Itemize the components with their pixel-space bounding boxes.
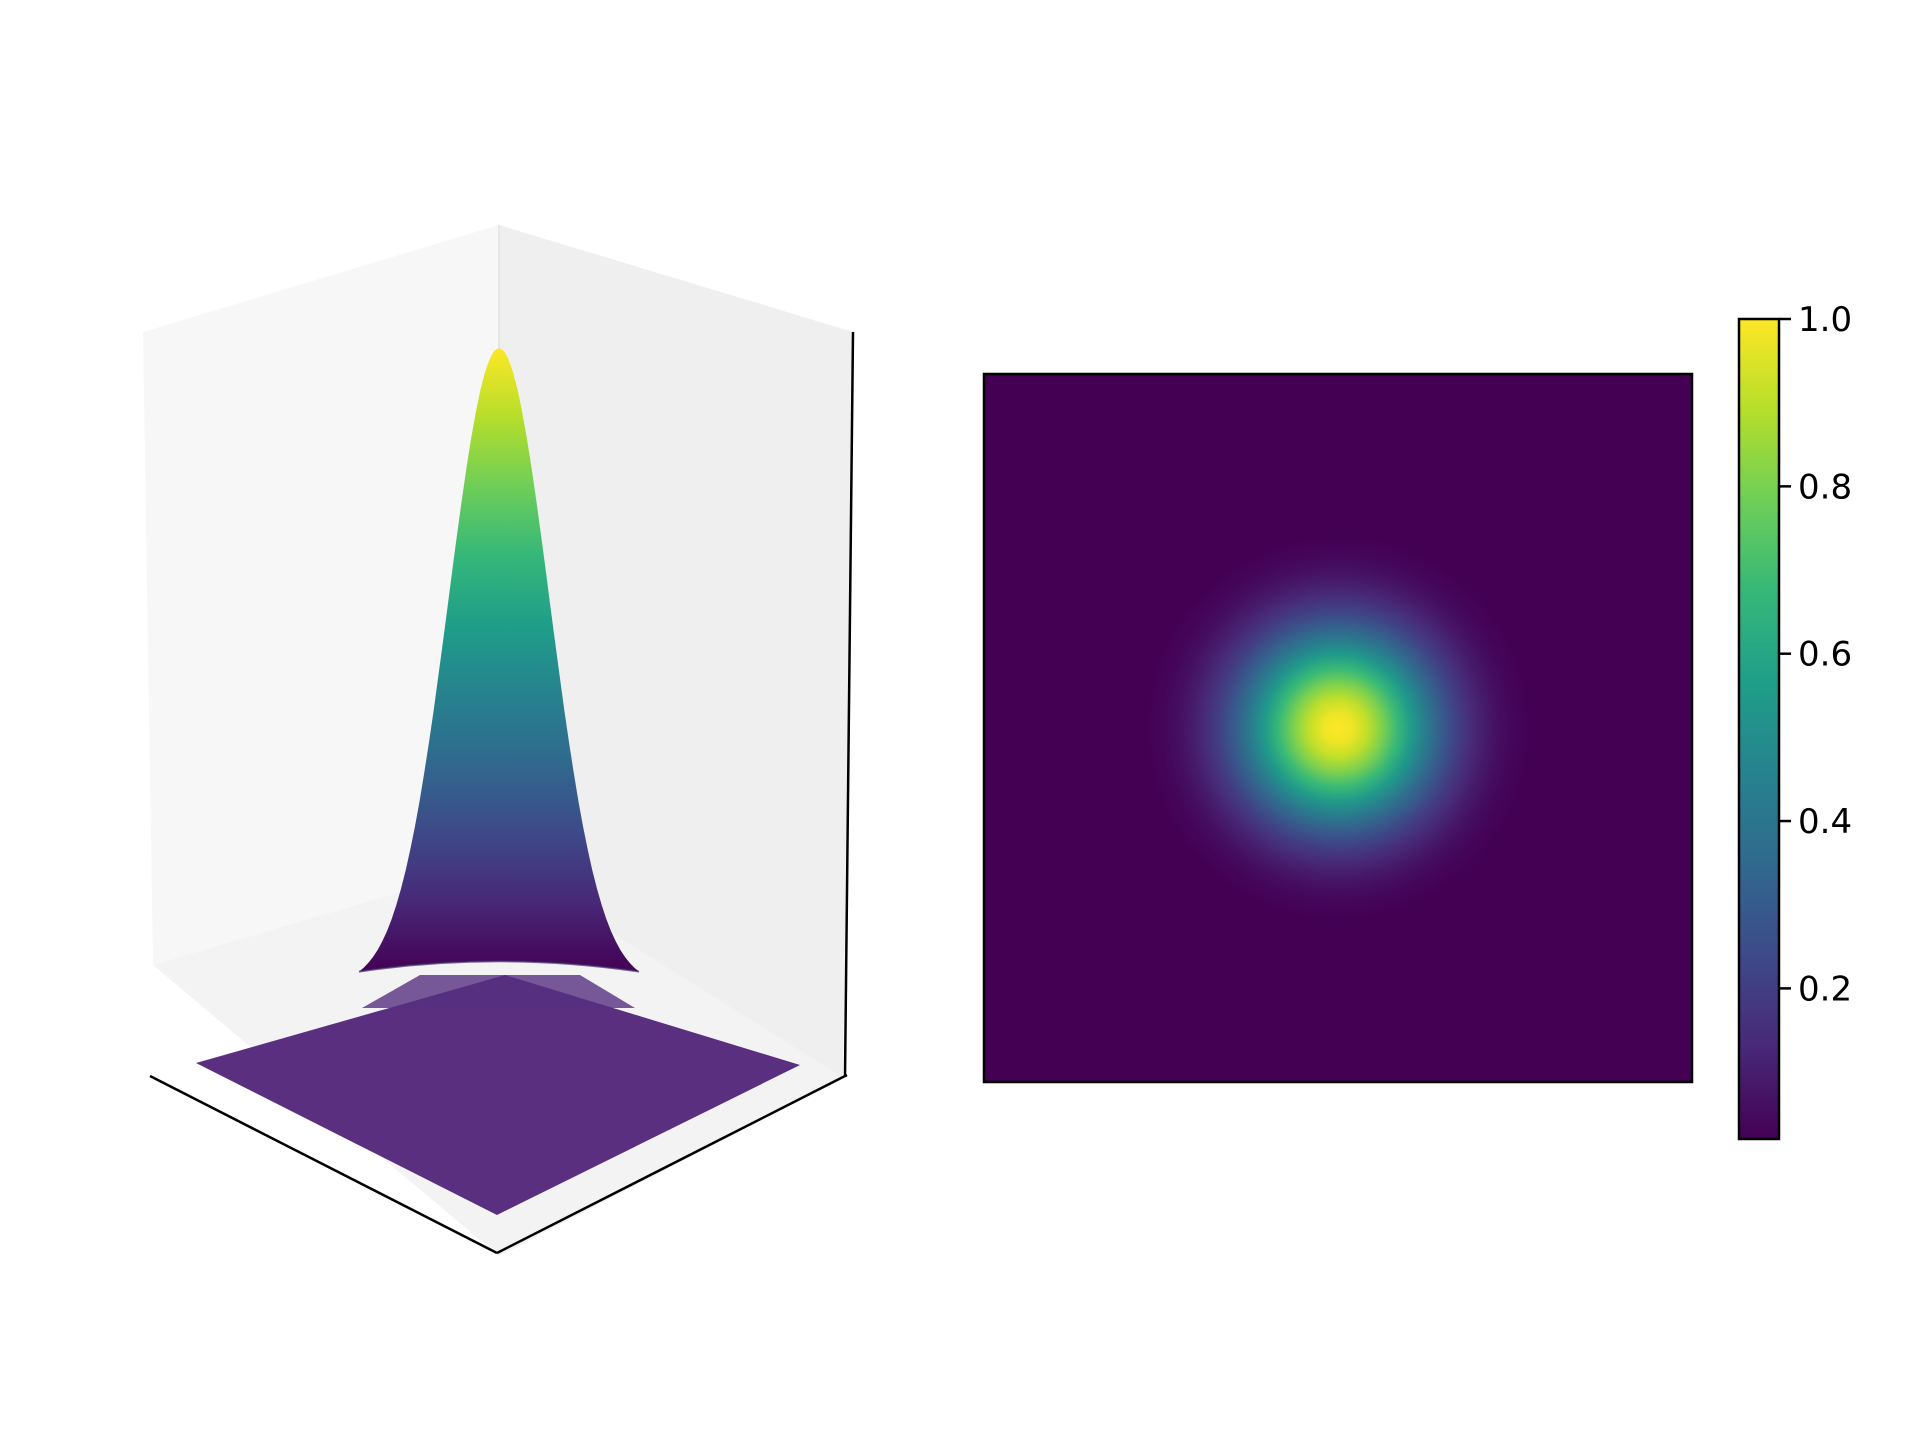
colorbar-frame xyxy=(1737,317,1781,1141)
surface-plot xyxy=(143,225,855,1256)
colorbar-fill xyxy=(1739,319,1779,1139)
colorbar-tick-label: 0.4 xyxy=(1798,802,1852,842)
z-axis-line xyxy=(843,331,855,1078)
heatmap-plot xyxy=(982,372,1694,1084)
heatmap-frame xyxy=(982,372,1694,1084)
colorbar-tick-label: 0.2 xyxy=(1798,969,1852,1009)
x-axis-line xyxy=(149,1074,498,1255)
colorbar-tick-label: 0.6 xyxy=(1798,635,1852,675)
surface-rim xyxy=(358,960,640,973)
colorbar-tick-label: 1.0 xyxy=(1798,300,1852,340)
pane-left-wall xyxy=(143,225,499,965)
heatmap-image xyxy=(984,374,1692,1082)
y-axis-line xyxy=(496,1073,848,1255)
surface-base xyxy=(196,975,800,1215)
colorbar-ticks: 0.2 0.4 0.6 0.8 1.0 xyxy=(1779,300,1852,1009)
colorbar-tick-label: 0.8 xyxy=(1798,467,1852,507)
colorbar: 0.2 0.4 0.6 0.8 1.0 xyxy=(1737,300,1852,1141)
surface-peak xyxy=(359,348,639,972)
surface-mound xyxy=(362,975,635,1008)
